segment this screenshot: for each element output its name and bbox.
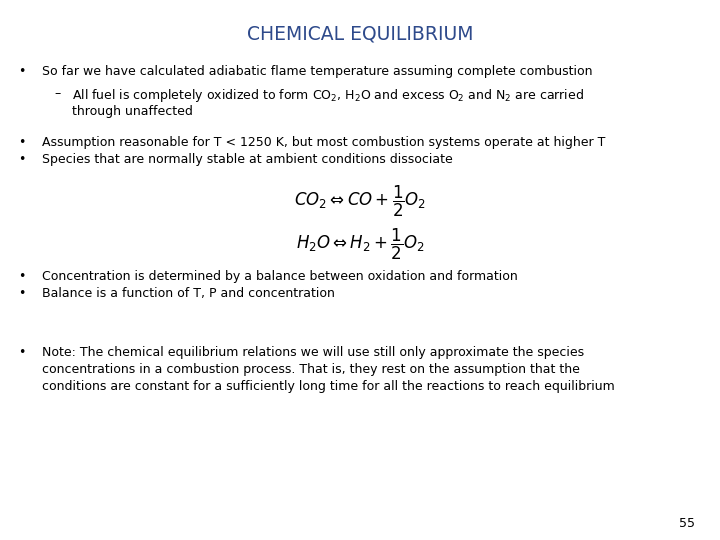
Text: through unaffected: through unaffected — [72, 105, 193, 118]
Text: •: • — [18, 346, 25, 359]
Text: •: • — [18, 153, 25, 166]
Text: •: • — [18, 287, 25, 300]
Text: All fuel is completely oxidized to form CO$_2$, H$_2$O and excess O$_2$ and N$_2: All fuel is completely oxidized to form … — [72, 87, 584, 104]
Text: Species that are normally stable at ambient conditions dissociate: Species that are normally stable at ambi… — [42, 153, 452, 166]
Text: $CO_2 \Leftrightarrow CO+\dfrac{1}{2}O_2$: $CO_2 \Leftrightarrow CO+\dfrac{1}{2}O_2… — [294, 184, 426, 219]
Text: CHEMICAL EQUILIBRIUM: CHEMICAL EQUILIBRIUM — [247, 24, 473, 43]
Text: Note: The chemical equilibrium relations we will use still only approximate the : Note: The chemical equilibrium relations… — [42, 346, 584, 359]
Text: concentrations in a combustion process. That is, they rest on the assumption tha: concentrations in a combustion process. … — [42, 363, 580, 376]
Text: $H_2O \Leftrightarrow H_2+\dfrac{1}{2}O_2$: $H_2O \Leftrightarrow H_2+\dfrac{1}{2}O_… — [296, 227, 424, 262]
Text: Assumption reasonable for T < 1250 K, but most combustion systems operate at hig: Assumption reasonable for T < 1250 K, bu… — [42, 136, 605, 149]
Text: Concentration is determined by a balance between oxidation and formation: Concentration is determined by a balance… — [42, 270, 518, 283]
Text: –: – — [54, 87, 60, 100]
Text: •: • — [18, 270, 25, 283]
Text: Balance is a function of T, P and concentration: Balance is a function of T, P and concen… — [42, 287, 335, 300]
Text: 55: 55 — [679, 517, 695, 530]
Text: conditions are constant for a sufficiently long time for all the reactions to re: conditions are constant for a sufficient… — [42, 380, 614, 393]
Text: So far we have calculated adiabatic flame temperature assuming complete combusti: So far we have calculated adiabatic flam… — [42, 65, 593, 78]
Text: •: • — [18, 136, 25, 149]
Text: •: • — [18, 65, 25, 78]
